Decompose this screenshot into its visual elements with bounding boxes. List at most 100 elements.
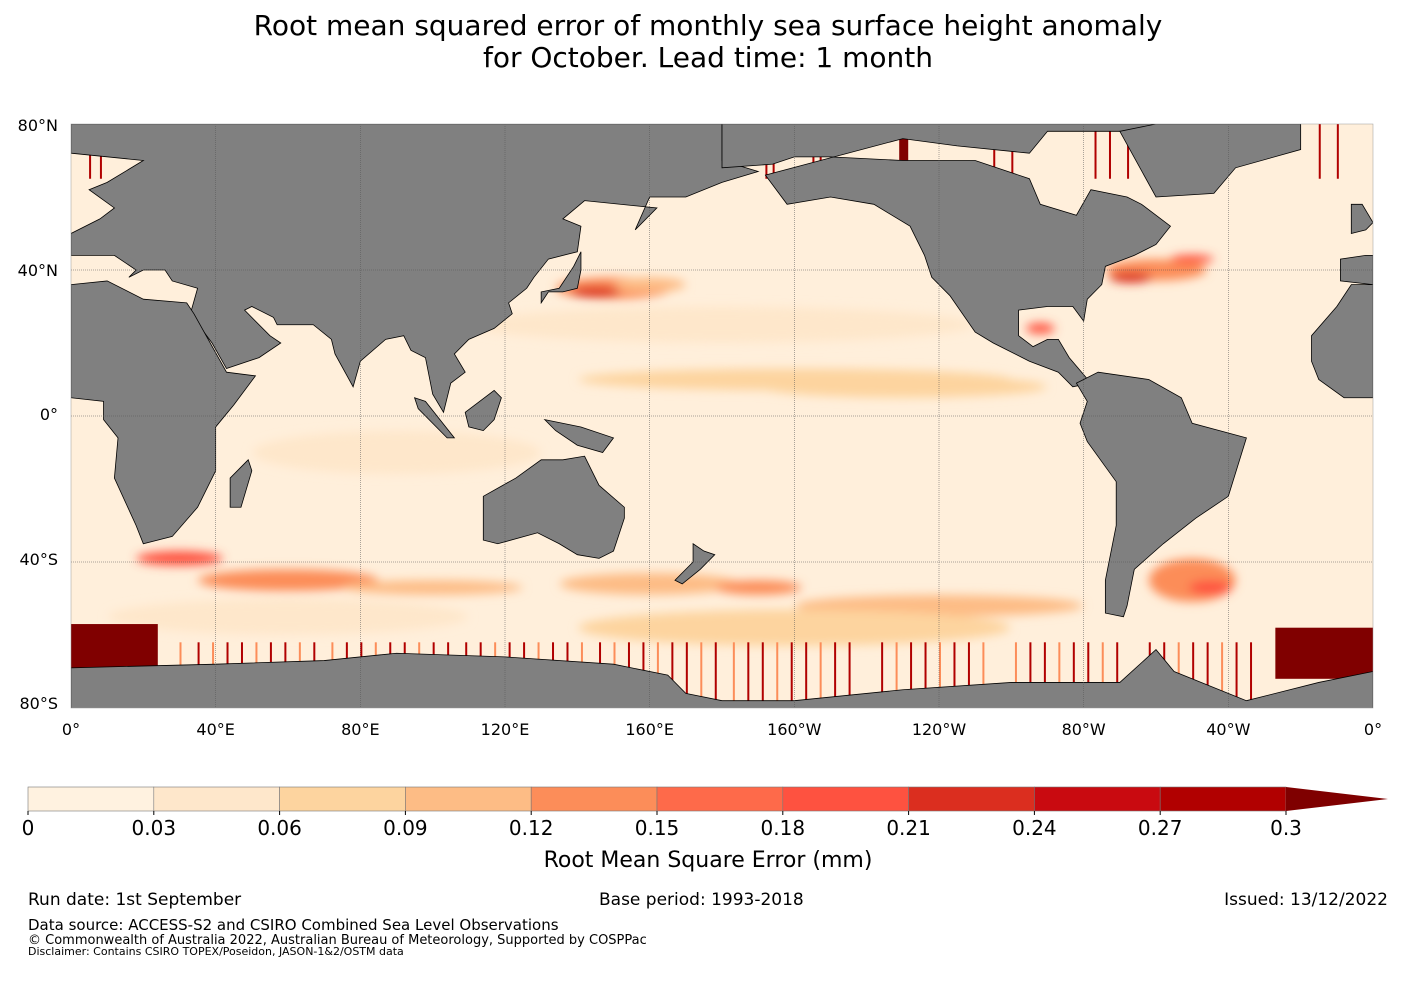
colorbar-segment	[27, 786, 155, 812]
colorbar-segment	[279, 786, 406, 812]
error-streak	[1072, 642, 1075, 701]
error-streak	[1221, 642, 1224, 701]
north-america-landmass	[721, 124, 1172, 388]
error-hotspot	[198, 569, 378, 592]
title-line-2: for October. Lead time: 1 month	[482, 41, 934, 74]
lon-label: 160°W	[767, 720, 822, 739]
lat-label: 40°N	[17, 261, 58, 280]
new-guinea-landmass	[543, 418, 615, 453]
disclaimer: Disclaimer: Contains CSIRO TOPEX/Poseido…	[28, 945, 404, 958]
iberia-landmass	[1340, 254, 1373, 286]
colorbar-tick-label: 0.09	[383, 816, 428, 840]
copyright: © Commonwealth of Australia 2022, Austra…	[28, 933, 647, 948]
error-streak	[924, 642, 927, 701]
title-line-1: Root mean squared error of monthly sea s…	[253, 9, 1163, 42]
lon-label: 160°E	[625, 720, 674, 739]
west-africa-landmass	[1311, 284, 1373, 399]
colorbar-tick-label: 0.24	[1012, 816, 1057, 840]
error-hotspot	[714, 580, 802, 595]
error-streak	[747, 642, 750, 701]
colorbar-extend-arrow	[1286, 787, 1388, 811]
error-streak	[790, 642, 793, 701]
lon-label: 80°E	[341, 720, 380, 739]
new-zealand-landmass	[674, 542, 716, 585]
error-streak	[834, 642, 837, 701]
error-streak	[714, 642, 717, 701]
colorbar-segment	[530, 786, 658, 812]
error-hotspot	[108, 598, 468, 635]
error-streak	[1043, 642, 1046, 701]
error-streak	[700, 642, 703, 701]
lat-label: 40°S	[19, 550, 58, 569]
colorbar-segment	[908, 786, 1035, 812]
error-streak	[1058, 642, 1061, 701]
lon-label: 40°E	[196, 720, 235, 739]
colorbar-tick-label: 0.27	[1137, 816, 1183, 840]
error-streak	[1101, 642, 1104, 701]
borneo-landmass	[464, 389, 502, 432]
error-hotspot	[1025, 323, 1055, 334]
data-source: Data source: ACCESS-S2 and CSIRO Combine…	[28, 916, 559, 934]
error-streak	[819, 642, 822, 701]
high-error-region	[71, 624, 158, 672]
error-streak	[1029, 642, 1032, 701]
high-error-region	[899, 124, 909, 168]
lat-label: 80°N	[17, 116, 58, 135]
colorbar-segment	[782, 786, 909, 812]
error-streak	[1318, 124, 1321, 179]
colorbar-segment	[656, 786, 784, 812]
antarctica-landmass	[71, 649, 1373, 708]
colorbar-tick-label: 0.21	[886, 816, 931, 840]
south-america-landmass	[1075, 371, 1247, 618]
error-streak	[1192, 642, 1195, 701]
lon-label: 40°W	[1206, 720, 1251, 739]
error-streak	[967, 642, 970, 701]
error-streak	[685, 642, 688, 701]
error-streak	[1108, 124, 1111, 179]
colorbar-tick-label: 0.15	[634, 816, 680, 840]
colorbar-segment	[153, 786, 280, 812]
greenland-landmass	[1119, 124, 1302, 198]
colorbar-segment	[1159, 786, 1287, 812]
error-streak	[1094, 124, 1097, 179]
error-streak	[805, 642, 808, 701]
error-hotspot	[1188, 580, 1232, 595]
colorbar-tick-label: 0.06	[257, 816, 302, 840]
lat-label: 0°	[39, 405, 58, 424]
issued-date: Issued: 13/12/2022	[1224, 890, 1388, 910]
colorbar-tick-label: 0.18	[760, 816, 806, 840]
australia-landmass	[482, 455, 625, 559]
error-hotspot	[1148, 558, 1236, 602]
colorbar-segment	[1034, 786, 1161, 812]
error-streak	[656, 642, 659, 701]
error-hotspot	[136, 551, 223, 566]
error-streak	[732, 642, 735, 701]
lon-label: 120°W	[911, 720, 967, 739]
colorbar-tick-label: 0	[21, 816, 35, 840]
colorbar-tick-label: 0.3	[1270, 816, 1302, 840]
error-streak	[776, 642, 779, 701]
error-streak	[1177, 642, 1180, 701]
high-error-region	[1275, 627, 1373, 679]
error-streak	[761, 642, 764, 701]
colorbar-label: Root Mean Square Error (mm)	[543, 848, 873, 873]
colorbar-segment	[405, 786, 532, 812]
error-streak	[1014, 642, 1017, 701]
error-hotspot	[570, 286, 621, 298]
madagascar-landmass	[229, 459, 253, 508]
lon-label: 0°	[1363, 720, 1383, 739]
error-streak	[1235, 642, 1238, 701]
error-streak	[910, 642, 913, 701]
error-streak	[1206, 642, 1209, 701]
lon-label: 80°W	[1061, 720, 1106, 739]
error-streak	[1087, 642, 1090, 701]
uk-landmass	[1350, 203, 1373, 235]
error-streak	[1116, 642, 1119, 701]
error-hotspot	[470, 306, 974, 343]
error-streak	[939, 642, 941, 701]
base-period: Base period: 1993-2018	[599, 890, 804, 910]
sumatra-landmass	[413, 397, 456, 439]
africa-landmass	[71, 280, 257, 545]
